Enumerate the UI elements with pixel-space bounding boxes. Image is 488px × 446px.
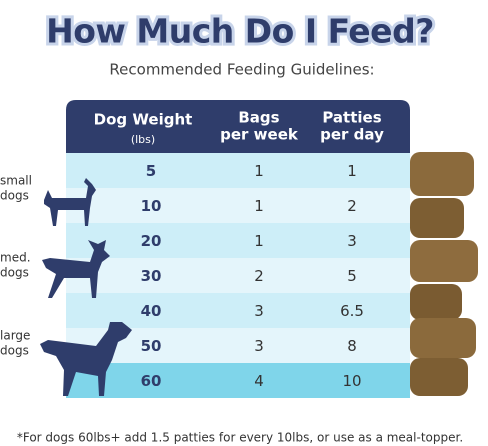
table-cell: 20 xyxy=(141,232,162,250)
column-header: Bags xyxy=(238,109,279,127)
column-header: per day xyxy=(320,126,384,144)
table-cell: 50 xyxy=(141,337,162,355)
table-row xyxy=(66,363,410,398)
column-header: per week xyxy=(220,126,299,144)
table-cell: 40 xyxy=(141,302,162,320)
table-cell: 5 xyxy=(347,267,357,285)
table-cell: 4 xyxy=(254,372,264,390)
table-cell: 1 xyxy=(254,197,264,215)
subtitle: Recommended Feeding Guidelines: xyxy=(109,61,374,79)
table-cell: 10 xyxy=(141,197,162,215)
table-cell: 2 xyxy=(347,197,357,215)
table-cell: 3 xyxy=(254,337,264,355)
table-cell: 2 xyxy=(254,267,264,285)
column-header: (lbs) xyxy=(131,133,155,146)
table-row xyxy=(66,153,410,188)
column-header: Dog Weight xyxy=(94,111,193,129)
size-label: dogs xyxy=(0,266,29,280)
size-label: small xyxy=(0,174,32,188)
table-cell: 1 xyxy=(347,162,357,180)
table-row xyxy=(66,293,410,328)
dog-icons xyxy=(40,178,132,396)
column-header: Patties xyxy=(322,109,381,127)
table-row xyxy=(66,223,410,258)
table-header xyxy=(66,100,410,153)
size-label: dogs xyxy=(0,189,29,203)
table-cell: 60 xyxy=(141,372,162,390)
table-cell: 6.5 xyxy=(340,302,364,320)
table-cell: 3 xyxy=(254,302,264,320)
patties xyxy=(410,152,478,396)
table-cell: 1 xyxy=(254,232,264,250)
table-cell: 8 xyxy=(347,337,357,355)
size-label: med. xyxy=(0,251,31,265)
title: How Much Do I Feed? xyxy=(46,12,434,51)
table-row xyxy=(66,188,410,223)
footnote: *For dogs 60lbs+ add 1.5 patties for eve… xyxy=(17,431,463,445)
table-cell: 10 xyxy=(342,372,361,390)
table-cell: 3 xyxy=(347,232,357,250)
table-cell: 5 xyxy=(146,162,156,180)
size-label: large xyxy=(0,329,30,343)
table-cell: 30 xyxy=(141,267,162,285)
table-row xyxy=(66,258,410,293)
size-label: dogs xyxy=(0,344,29,358)
table-cell: 1 xyxy=(254,162,264,180)
